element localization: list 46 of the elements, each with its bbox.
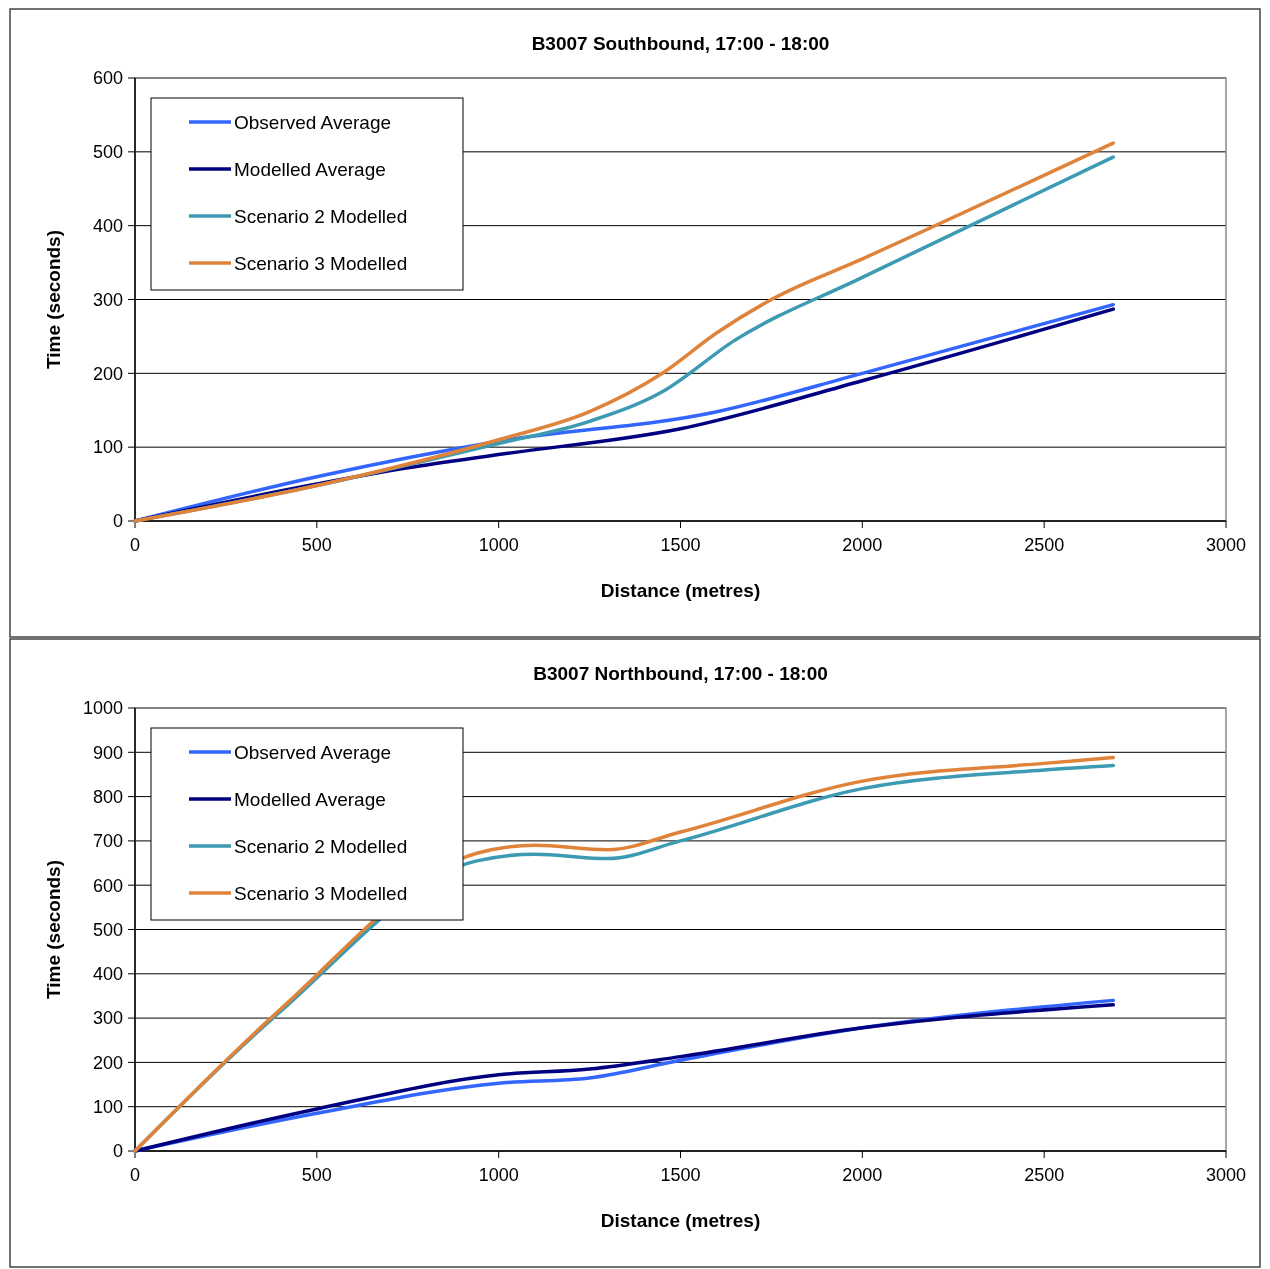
x-tick-label: 1000: [478, 1165, 519, 1185]
y-tick-label: 600: [92, 68, 123, 89]
x-tick-label: 1500: [660, 535, 701, 555]
y-tick-label: 100: [92, 437, 123, 458]
y-tick-label: 0: [112, 1141, 123, 1162]
x-tick-label: 2500: [1024, 1165, 1065, 1185]
y-axis-title: Time (seconds): [43, 859, 64, 1000]
x-tick-label: 2000: [842, 535, 883, 555]
chart-title: B3007 Northbound, 17:00 - 18:00: [533, 663, 828, 684]
y-tick-label: 400: [92, 964, 123, 985]
y-tick-label: 500: [92, 142, 123, 163]
x-tick-label: 1000: [478, 535, 519, 555]
y-tick-label: 200: [92, 363, 123, 384]
legend-label: Modelled Average: [234, 158, 386, 180]
y-tick-label: 900: [92, 742, 123, 763]
x-tick-label: 0: [129, 535, 141, 555]
y-tick-label: 0: [112, 511, 123, 532]
legend-label: Scenario 2 Modelled: [234, 205, 408, 227]
chart-title: B3007 Southbound, 17:00 - 18:00: [531, 33, 830, 54]
y-tick-label: 1000: [82, 698, 123, 719]
legend-label: Scenario 2 Modelled: [234, 835, 408, 857]
y-tick-label: 400: [92, 215, 123, 236]
x-tick-label: 3000: [1205, 1165, 1247, 1185]
y-tick-label: 300: [92, 289, 123, 310]
y-tick-label: 500: [92, 919, 123, 940]
legend-label: Observed Average: [234, 741, 392, 763]
y-tick-label: 300: [92, 1008, 123, 1029]
x-tick-label: 1500: [660, 1165, 701, 1185]
y-tick-label: 600: [92, 875, 123, 896]
x-tick-label: 500: [301, 1165, 332, 1185]
x-axis-title: Distance (metres): [600, 580, 761, 601]
y-tick-label: 200: [92, 1052, 123, 1073]
y-tick-label: 800: [92, 786, 123, 807]
legend-label: Modelled Average: [234, 788, 386, 810]
x-tick-label: 0: [129, 1165, 141, 1185]
x-axis-title: Distance (metres): [600, 1210, 761, 1231]
y-tick-label: 700: [92, 831, 123, 852]
x-tick-label: 3000: [1205, 535, 1247, 555]
x-tick-label: 2500: [1024, 535, 1065, 555]
y-tick-label: 100: [92, 1097, 123, 1117]
y-axis-title: Time (seconds): [43, 229, 64, 370]
x-tick-label: 2000: [842, 1165, 883, 1185]
legend-label: Scenario 3 Modelled: [234, 252, 408, 274]
legend-label: Observed Average: [234, 111, 392, 133]
legend-label: Scenario 3 Modelled: [234, 882, 408, 904]
x-tick-label: 500: [301, 535, 332, 555]
